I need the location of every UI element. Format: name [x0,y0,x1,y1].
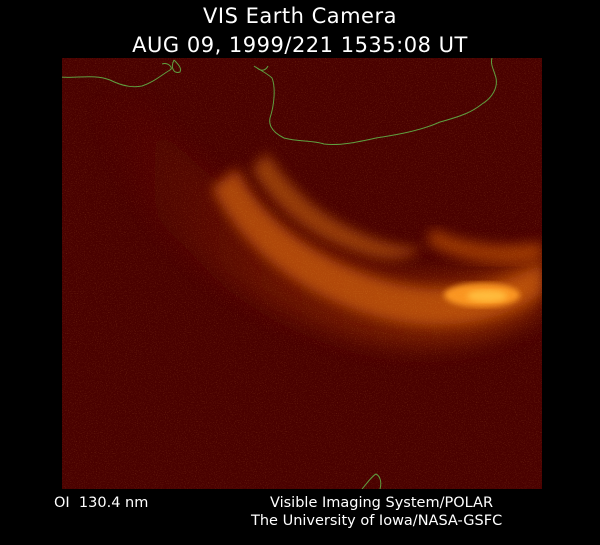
coastline-west [62,63,172,88]
instrument-title: VIS Earth Camera [203,4,397,28]
coastline [62,58,497,489]
timestamp: AUG 09, 1999/221 1535:08 UT [132,33,468,57]
filter-label: OI 130.4 nm [54,495,149,511]
coastline-south [361,473,382,489]
coastline-cape [256,65,269,71]
credit-line-1: Visible Imaging System/POLAR [270,495,494,511]
coastline-east [253,58,497,145]
image-noise [62,58,542,489]
coastline-island [171,59,181,73]
credit-line-2: The University of Iowa/NASA-GSFC [251,513,503,529]
aurora-image [62,58,542,489]
aurora-image-svg [62,58,542,489]
